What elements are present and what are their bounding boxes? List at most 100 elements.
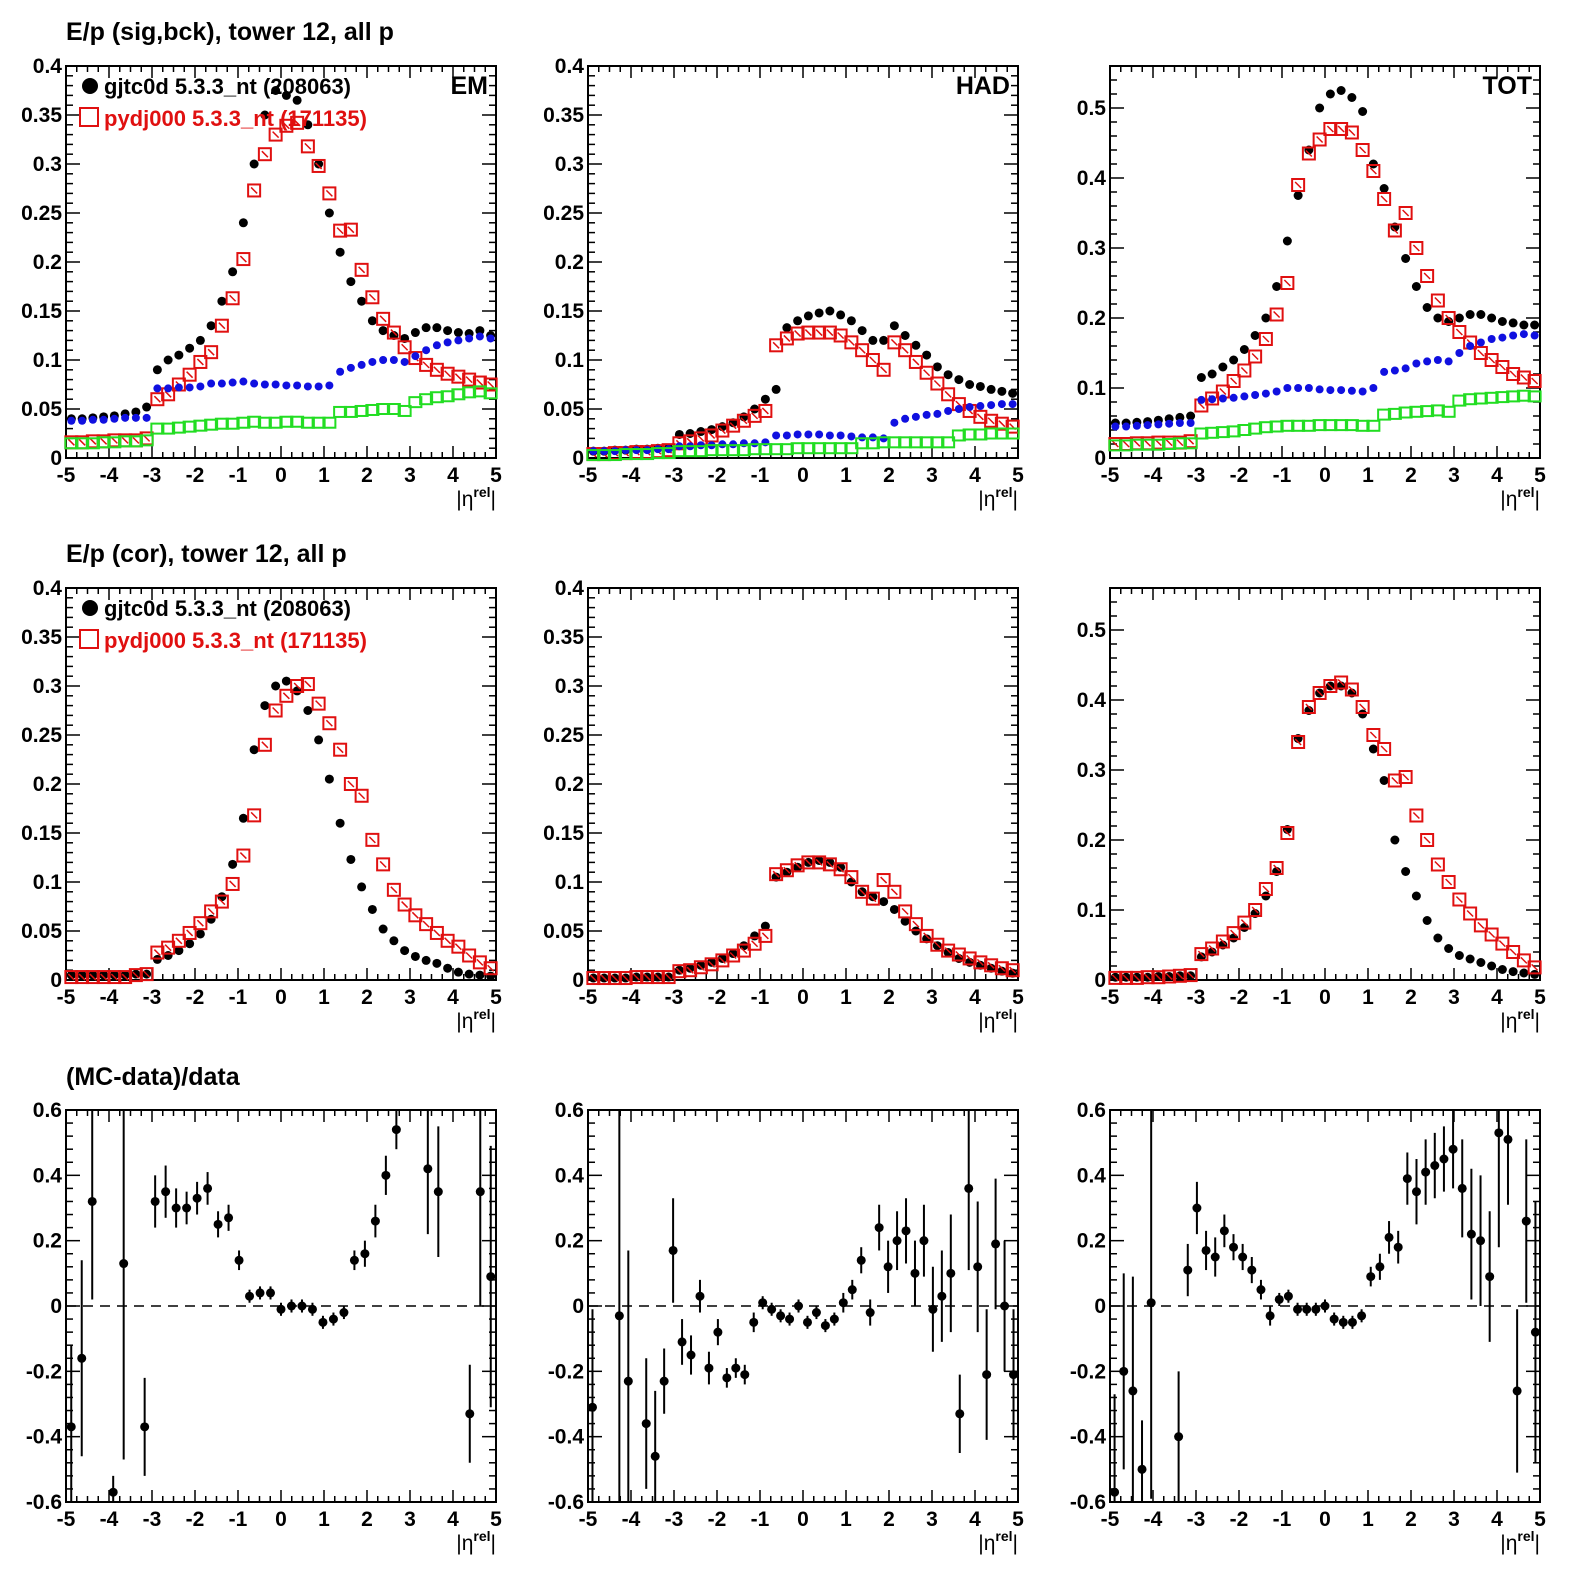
mc-point-cross (772, 870, 780, 878)
mc-point-cross (261, 741, 269, 749)
y-tick-label: 0.25 (543, 724, 584, 747)
bkg-mc-point (994, 427, 1009, 440)
bkg-data-point (987, 401, 996, 410)
mc-point-cross (1251, 906, 1259, 914)
data-point (1497, 965, 1507, 974)
x-tick-label: -2 (1230, 986, 1249, 1009)
bkg-mc-point (898, 436, 913, 449)
mc-point-cross (740, 947, 748, 955)
bkg-data-point (911, 412, 920, 421)
data-point (203, 1183, 213, 1193)
mc-point (419, 357, 434, 372)
x-tick-label: -2 (708, 986, 727, 1009)
bkg-mc-point (1205, 426, 1220, 439)
data-point (1338, 1317, 1348, 1327)
bkg-data-point (965, 403, 974, 412)
data-point (1512, 1386, 1522, 1396)
data-point (349, 1255, 359, 1265)
mc-point-cross (110, 436, 118, 444)
mc-point-cross (1455, 895, 1463, 904)
mc-point (96, 970, 111, 985)
mc-point (640, 970, 655, 985)
mc-point (85, 970, 100, 985)
bkg-data-point (997, 400, 1006, 409)
mc-point (386, 325, 401, 340)
data-point (1009, 1370, 1019, 1380)
data-point (297, 1301, 307, 1311)
bkg-mc-point (408, 396, 423, 409)
data-point (1422, 303, 1432, 312)
data-point (1229, 933, 1239, 943)
data-point (964, 1183, 974, 1193)
data-point (650, 1451, 660, 1461)
mc-point (876, 873, 891, 888)
y-tick-label: 0.05 (543, 398, 584, 421)
mc-point (451, 939, 466, 954)
mc-point (354, 788, 369, 803)
bkg-mc-point (865, 437, 880, 450)
data-point (357, 296, 367, 306)
mc-point (758, 928, 773, 943)
mc-point-cross (1197, 401, 1205, 410)
bkg-mc-point (715, 444, 730, 457)
y-tick-label: 0.2 (555, 1230, 584, 1253)
bkg-mc-point (365, 403, 380, 416)
data-point (659, 1376, 669, 1386)
data-point (982, 1370, 992, 1380)
mc-point-cross (1273, 310, 1281, 319)
bkg-mc-point (1344, 419, 1359, 432)
x-tick-label: -4 (1144, 1508, 1163, 1531)
mc-point (247, 183, 262, 198)
x-tick-label: -4 (1144, 464, 1163, 487)
y-tick-label: 0 (50, 447, 62, 470)
mc-point-cross (1208, 944, 1216, 953)
mc-point (1355, 700, 1370, 714)
data-point (161, 1187, 171, 1197)
bkg-mc-point (161, 422, 176, 435)
data-point (432, 958, 442, 968)
mc-point-cross (912, 920, 920, 928)
mc-point (908, 354, 923, 369)
mc-point-cross (143, 970, 151, 978)
mc-point-cross (1251, 352, 1259, 361)
bkg-mc-point (193, 419, 208, 432)
x-tick-label: -4 (622, 1508, 641, 1531)
bkg-mc-point (962, 428, 977, 441)
x-tick-label: 2 (1405, 1508, 1417, 1531)
data-point (87, 1196, 97, 1206)
panel-had_cor: -5 -4 -3 -2 -1 0 1 2 3 4 5|ηrel| 0 0.05 0.1 0.15 0.2 0.2… (543, 577, 1024, 1033)
bkg-data-point (346, 363, 355, 372)
mc-point-cross (379, 860, 387, 868)
bkg-mc-point (1258, 421, 1273, 434)
data-point (1261, 313, 1271, 323)
data-point (271, 86, 281, 95)
mc-point-cross (239, 852, 247, 860)
mc-point (279, 118, 294, 133)
bkg-data-point (411, 352, 420, 361)
bkg-mc-point (462, 386, 477, 399)
mc-point-cross (347, 780, 355, 788)
data-point (1282, 236, 1292, 246)
data-point (1008, 388, 1018, 398)
bkg-data-point (825, 431, 834, 440)
x-tick-label: 3 (1448, 986, 1460, 1009)
bkg-data-point (1240, 392, 1249, 401)
data-point (794, 1301, 804, 1311)
data-point (108, 1487, 118, 1497)
data-point (997, 386, 1007, 396)
data-point (838, 1298, 848, 1308)
data-point (66, 970, 76, 980)
x-tick-label: -5 (1101, 986, 1120, 1009)
data-point (740, 1370, 750, 1380)
mc-point-cross (697, 963, 705, 971)
bkg-data-point (589, 447, 598, 456)
data-point (707, 957, 717, 967)
mc-point (257, 147, 272, 162)
bkg-mc-point (1140, 438, 1155, 451)
x-tick-label: 2 (1405, 464, 1417, 487)
data-point (713, 1327, 723, 1337)
bkg-mc-point (1387, 407, 1402, 420)
row-title-ratio: (MC-data)/data (66, 1063, 240, 1091)
data-point (919, 1236, 929, 1246)
